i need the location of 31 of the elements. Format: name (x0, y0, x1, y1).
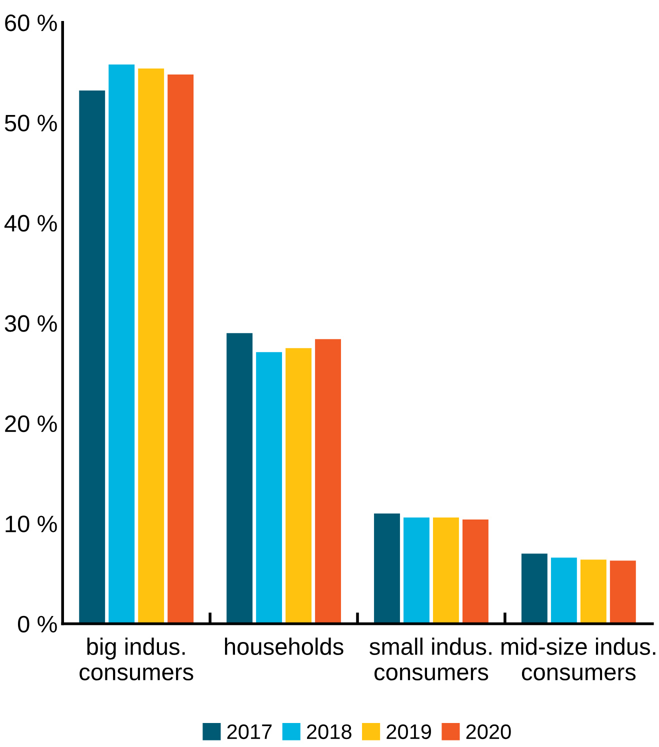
bar (462, 520, 488, 624)
bar (374, 514, 400, 624)
y-tick-label: 40 % (4, 214, 57, 232)
x-tick-label: households (225, 638, 344, 655)
bar (404, 518, 430, 624)
bar (315, 339, 341, 624)
bar (256, 352, 282, 624)
legend-label: 2020 (466, 724, 511, 740)
x-tick-label: small indus. consumers (370, 638, 492, 680)
legend-label: 2019 (386, 724, 431, 740)
legend-label: 2018 (307, 724, 352, 740)
y-tick-label: 60 % (5, 14, 57, 32)
y-tick-label: 30 % (4, 315, 57, 332)
y-tick-label: 10 % (6, 516, 57, 532)
bar (138, 68, 164, 624)
bar (108, 64, 135, 624)
x-tick-label: big indus. consumers (80, 638, 194, 680)
bar (610, 560, 636, 624)
y-tick-label: 20 % (5, 415, 57, 432)
bar (168, 74, 194, 624)
bar (226, 333, 253, 624)
bar (521, 554, 548, 624)
legend-label: 2017 (227, 724, 272, 740)
bar (580, 560, 606, 624)
bar (550, 558, 577, 624)
bar (286, 348, 312, 624)
y-tick-label: 0 % (18, 616, 57, 633)
x-tick-label: mid-size indus. consumers (502, 638, 656, 680)
bar (433, 518, 459, 624)
y-tick-label: 50 % (4, 114, 57, 132)
bar (79, 90, 106, 624)
